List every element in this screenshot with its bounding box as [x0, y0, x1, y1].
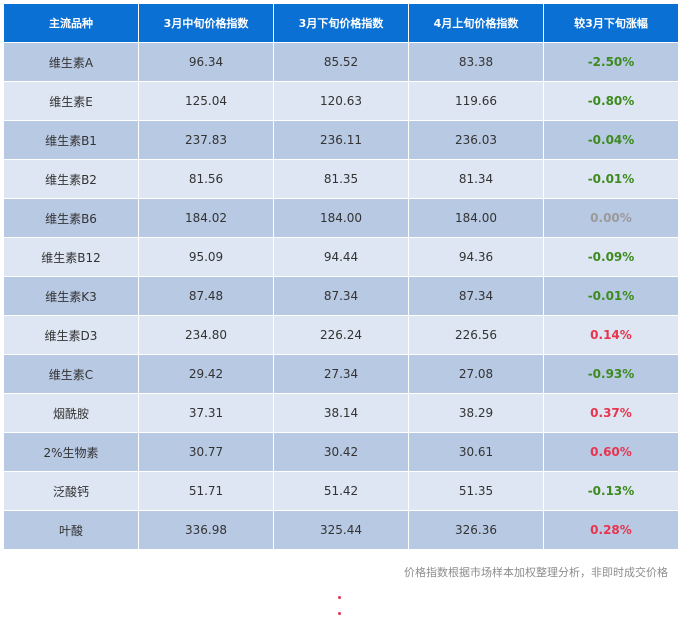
- cell-late-march-index: 51.42: [273, 471, 409, 511]
- decorative-dot: [338, 596, 341, 599]
- decorative-dot: [338, 612, 341, 615]
- cell-change: 0.14%: [543, 315, 679, 355]
- cell-variety: 烟酰胺: [3, 393, 139, 433]
- cell-late-march-index: 81.35: [273, 159, 409, 199]
- header-change-vs-late-march: 较3月下旬涨幅: [543, 3, 679, 43]
- cell-late-march-index: 236.11: [273, 120, 409, 160]
- table-row: 烟酰胺 37.31 38.14 38.29 0.37%: [3, 393, 679, 433]
- cell-variety: 维生素B1: [3, 120, 139, 160]
- cell-late-march-index: 226.24: [273, 315, 409, 355]
- cell-mid-march-index: 30.77: [138, 432, 274, 472]
- cell-late-march-index: 325.44: [273, 510, 409, 550]
- cell-early-april-index: 94.36: [408, 237, 544, 277]
- cell-mid-march-index: 37.31: [138, 393, 274, 433]
- cell-change: -0.93%: [543, 354, 679, 394]
- header-variety: 主流品种: [3, 3, 139, 43]
- price-index-table: 主流品种 3月中旬价格指数 3月下旬价格指数 4月上旬价格指数 较3月下旬涨幅 …: [3, 3, 679, 550]
- cell-early-april-index: 81.34: [408, 159, 544, 199]
- cell-change: 0.60%: [543, 432, 679, 472]
- cell-change: -0.80%: [543, 81, 679, 121]
- cell-change: -0.01%: [543, 159, 679, 199]
- table-body: 维生素A 96.34 85.52 83.38 -2.50% 维生素E 125.04 120.6…: [3, 42, 679, 550]
- cell-mid-march-index: 51.71: [138, 471, 274, 511]
- table-row: 叶酸 336.98 325.44 326.36 0.28%: [3, 510, 679, 550]
- cell-variety: 维生素E: [3, 81, 139, 121]
- table-row: 维生素B12 95.09 94.44 94.36 -0.09%: [3, 237, 679, 277]
- cell-late-march-index: 94.44: [273, 237, 409, 277]
- cell-early-april-index: 51.35: [408, 471, 544, 511]
- cell-early-april-index: 27.08: [408, 354, 544, 394]
- table-row: 维生素D3 234.80 226.24 226.56 0.14%: [3, 315, 679, 355]
- cell-late-march-index: 38.14: [273, 393, 409, 433]
- cell-mid-march-index: 95.09: [138, 237, 274, 277]
- header-mid-march-index: 3月中旬价格指数: [138, 3, 274, 43]
- header-late-march-index: 3月下旬价格指数: [273, 3, 409, 43]
- cell-variety: 维生素K3: [3, 276, 139, 316]
- table-row: 维生素E 125.04 120.63 119.66 -0.80%: [3, 81, 679, 121]
- cell-variety: 维生素B6: [3, 198, 139, 238]
- cell-mid-march-index: 234.80: [138, 315, 274, 355]
- cell-variety: 叶酸: [3, 510, 139, 550]
- cell-mid-march-index: 87.48: [138, 276, 274, 316]
- cell-early-april-index: 184.00: [408, 198, 544, 238]
- cell-change: 0.28%: [543, 510, 679, 550]
- table-row: 维生素K3 87.48 87.34 87.34 -0.01%: [3, 276, 679, 316]
- cell-late-march-index: 87.34: [273, 276, 409, 316]
- cell-late-march-index: 184.00: [273, 198, 409, 238]
- table-header-row: 主流品种 3月中旬价格指数 3月下旬价格指数 4月上旬价格指数 较3月下旬涨幅: [3, 3, 679, 43]
- cell-late-march-index: 30.42: [273, 432, 409, 472]
- cell-late-march-index: 120.63: [273, 81, 409, 121]
- table-row: 维生素B6 184.02 184.00 184.00 0.00%: [3, 198, 679, 238]
- table-row: 维生素C 29.42 27.34 27.08 -0.93%: [3, 354, 679, 394]
- cell-variety: 泛酸钙: [3, 471, 139, 511]
- table-row: 维生素B2 81.56 81.35 81.34 -0.01%: [3, 159, 679, 199]
- table-row: 2%生物素 30.77 30.42 30.61 0.60%: [3, 432, 679, 472]
- cell-mid-march-index: 237.83: [138, 120, 274, 160]
- cell-mid-march-index: 96.34: [138, 42, 274, 82]
- cell-early-april-index: 226.56: [408, 315, 544, 355]
- cell-variety: 维生素B2: [3, 159, 139, 199]
- cell-change: -0.04%: [543, 120, 679, 160]
- cell-variety: 维生素B12: [3, 237, 139, 277]
- cell-change: -0.09%: [543, 237, 679, 277]
- header-early-april-index: 4月上旬价格指数: [408, 3, 544, 43]
- cell-early-april-index: 30.61: [408, 432, 544, 472]
- table-row: 维生素B1 237.83 236.11 236.03 -0.04%: [3, 120, 679, 160]
- cell-mid-march-index: 125.04: [138, 81, 274, 121]
- footnote: 价格指数根据市场样本加权整理分析，非即时成交价格: [404, 566, 668, 579]
- cell-early-april-index: 326.36: [408, 510, 544, 550]
- cell-early-april-index: 236.03: [408, 120, 544, 160]
- cell-mid-march-index: 184.02: [138, 198, 274, 238]
- cell-change: -0.01%: [543, 276, 679, 316]
- cell-early-april-index: 87.34: [408, 276, 544, 316]
- table-row: 泛酸钙 51.71 51.42 51.35 -0.13%: [3, 471, 679, 511]
- cell-early-april-index: 83.38: [408, 42, 544, 82]
- cell-early-april-index: 38.29: [408, 393, 544, 433]
- cell-mid-march-index: 81.56: [138, 159, 274, 199]
- cell-variety: 维生素D3: [3, 315, 139, 355]
- cell-variety: 维生素C: [3, 354, 139, 394]
- cell-early-april-index: 119.66: [408, 81, 544, 121]
- cell-variety: 2%生物素: [3, 432, 139, 472]
- cell-mid-march-index: 336.98: [138, 510, 274, 550]
- cell-late-march-index: 27.34: [273, 354, 409, 394]
- cell-change: 0.37%: [543, 393, 679, 433]
- cell-mid-march-index: 29.42: [138, 354, 274, 394]
- cell-change: -2.50%: [543, 42, 679, 82]
- table-row: 维生素A 96.34 85.52 83.38 -2.50%: [3, 42, 679, 82]
- cell-change: 0.00%: [543, 198, 679, 238]
- cell-variety: 维生素A: [3, 42, 139, 82]
- cell-late-march-index: 85.52: [273, 42, 409, 82]
- cell-change: -0.13%: [543, 471, 679, 511]
